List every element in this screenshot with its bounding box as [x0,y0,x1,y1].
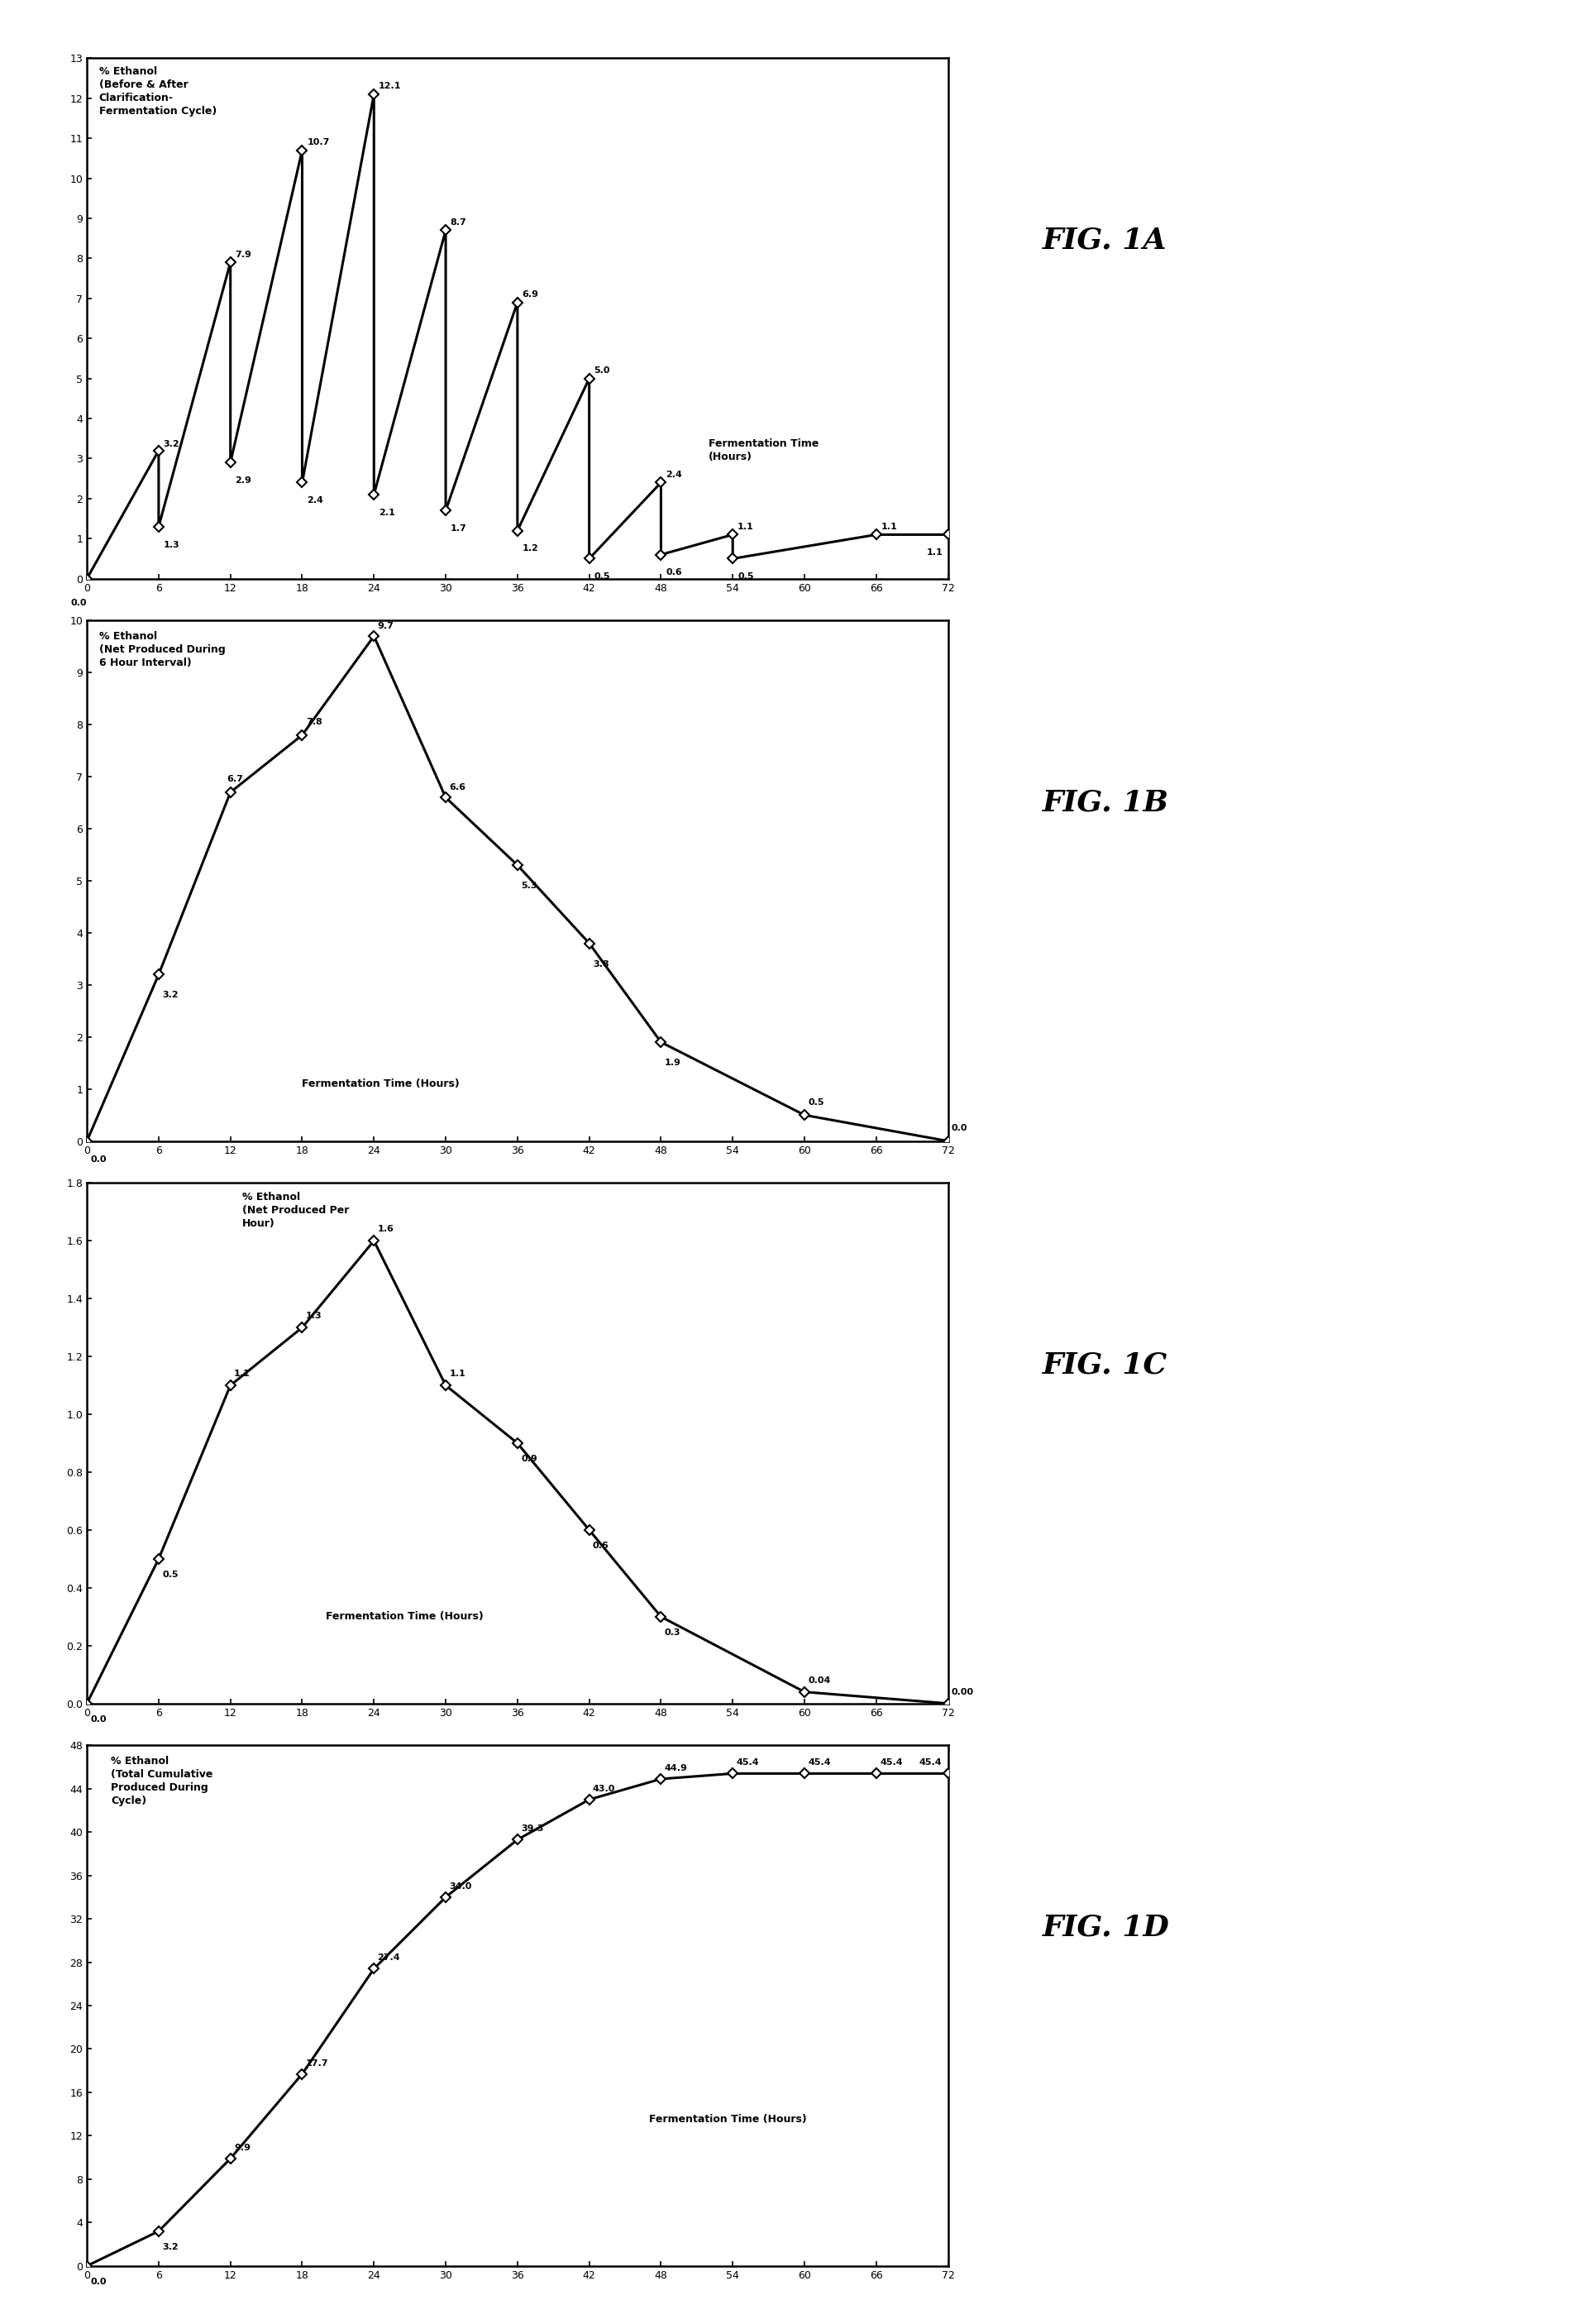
Text: 1.1: 1.1 [234,1369,250,1378]
Text: 0.5: 0.5 [738,572,754,581]
Text: 3.2: 3.2 [163,2243,179,2252]
Text: 0.0: 0.0 [90,2278,106,2287]
Text: 2.4: 2.4 [665,469,683,479]
Text: 0.5: 0.5 [163,1571,179,1578]
Text: % Ethanol
(Before & After
Clarification-
Fermentation Cycle): % Ethanol (Before & After Clarification-… [100,65,216,116]
Text: Fermentation Time
(Hours): Fermentation Time (Hours) [709,439,818,462]
Text: 0.04: 0.04 [807,1676,831,1685]
Text: 43.0: 43.0 [592,1785,616,1792]
Text: 1.3: 1.3 [307,1311,322,1320]
Text: 1.6: 1.6 [378,1225,393,1234]
Text: 0.5: 0.5 [594,572,610,581]
Text: 1.1: 1.1 [449,1369,466,1378]
Text: 0.9: 0.9 [521,1455,537,1464]
Text: 45.4: 45.4 [807,1759,831,1766]
Text: FIG. 1A: FIG. 1A [1043,225,1168,253]
Text: 8.7: 8.7 [450,218,466,225]
Text: 17.7: 17.7 [307,2059,329,2068]
Text: 0.6: 0.6 [592,1541,610,1550]
Text: Fermentation Time (Hours): Fermentation Time (Hours) [649,2115,807,2124]
Text: 0.5: 0.5 [807,1097,825,1106]
Text: 0.0: 0.0 [90,1155,106,1164]
Text: Fermentation Time (Hours): Fermentation Time (Hours) [325,1611,483,1622]
Text: 10.7: 10.7 [307,137,330,146]
Text: FIG. 1D: FIG. 1D [1043,1913,1171,1941]
Text: 2.9: 2.9 [235,476,251,486]
Text: 0.00: 0.00 [951,1687,973,1697]
Text: 0.0: 0.0 [71,600,87,607]
Text: 1.7: 1.7 [450,525,466,532]
Text: Fermentation Time (Hours): Fermentation Time (Hours) [302,1078,460,1090]
Text: 1.1: 1.1 [882,523,897,530]
Text: FIG. 1B: FIG. 1B [1043,788,1169,816]
Text: 12.1: 12.1 [379,81,401,91]
Text: 0.0: 0.0 [90,1715,106,1724]
Text: 7.8: 7.8 [307,718,322,725]
Text: 3.8: 3.8 [592,960,608,969]
Text: 7.9: 7.9 [235,251,251,258]
Text: 6.6: 6.6 [449,783,466,790]
Text: 45.4: 45.4 [920,1759,942,1766]
Text: 0.3: 0.3 [665,1629,681,1636]
Text: FIG. 1C: FIG. 1C [1043,1350,1168,1378]
Text: 45.4: 45.4 [880,1759,902,1766]
Text: 3.2: 3.2 [163,439,180,449]
Text: 2.1: 2.1 [379,509,395,516]
Text: 1.9: 1.9 [665,1060,681,1067]
Text: 1.3: 1.3 [163,541,180,548]
Text: % Ethanol
(Net Produced During
6 Hour Interval): % Ethanol (Net Produced During 6 Hour In… [100,630,226,667]
Text: 5.0: 5.0 [594,367,610,374]
Text: 9.9: 9.9 [234,2143,251,2152]
Text: 9.7: 9.7 [378,621,393,630]
Text: 1.1: 1.1 [927,548,943,558]
Text: 27.4: 27.4 [378,1954,400,1961]
Text: 3.2: 3.2 [163,992,179,999]
Text: 45.4: 45.4 [736,1759,758,1766]
Text: 0.6: 0.6 [665,569,683,576]
Text: % Ethanol
(Net Produced Per
Hour): % Ethanol (Net Produced Per Hour) [242,1192,349,1229]
Text: 0.0: 0.0 [951,1125,967,1132]
Text: 6.9: 6.9 [523,290,539,297]
Text: 2.4: 2.4 [307,497,324,504]
Text: 1.1: 1.1 [738,523,754,530]
Text: 34.0: 34.0 [449,1882,472,1889]
Text: 39.3: 39.3 [521,1824,544,1834]
Text: 1.2: 1.2 [523,544,539,553]
Text: 6.7: 6.7 [228,776,243,783]
Text: 44.9: 44.9 [665,1764,687,1773]
Text: % Ethanol
(Total Cumulative
Produced During
Cycle): % Ethanol (Total Cumulative Produced Dur… [111,1757,213,1806]
Text: 5.3: 5.3 [521,881,537,890]
